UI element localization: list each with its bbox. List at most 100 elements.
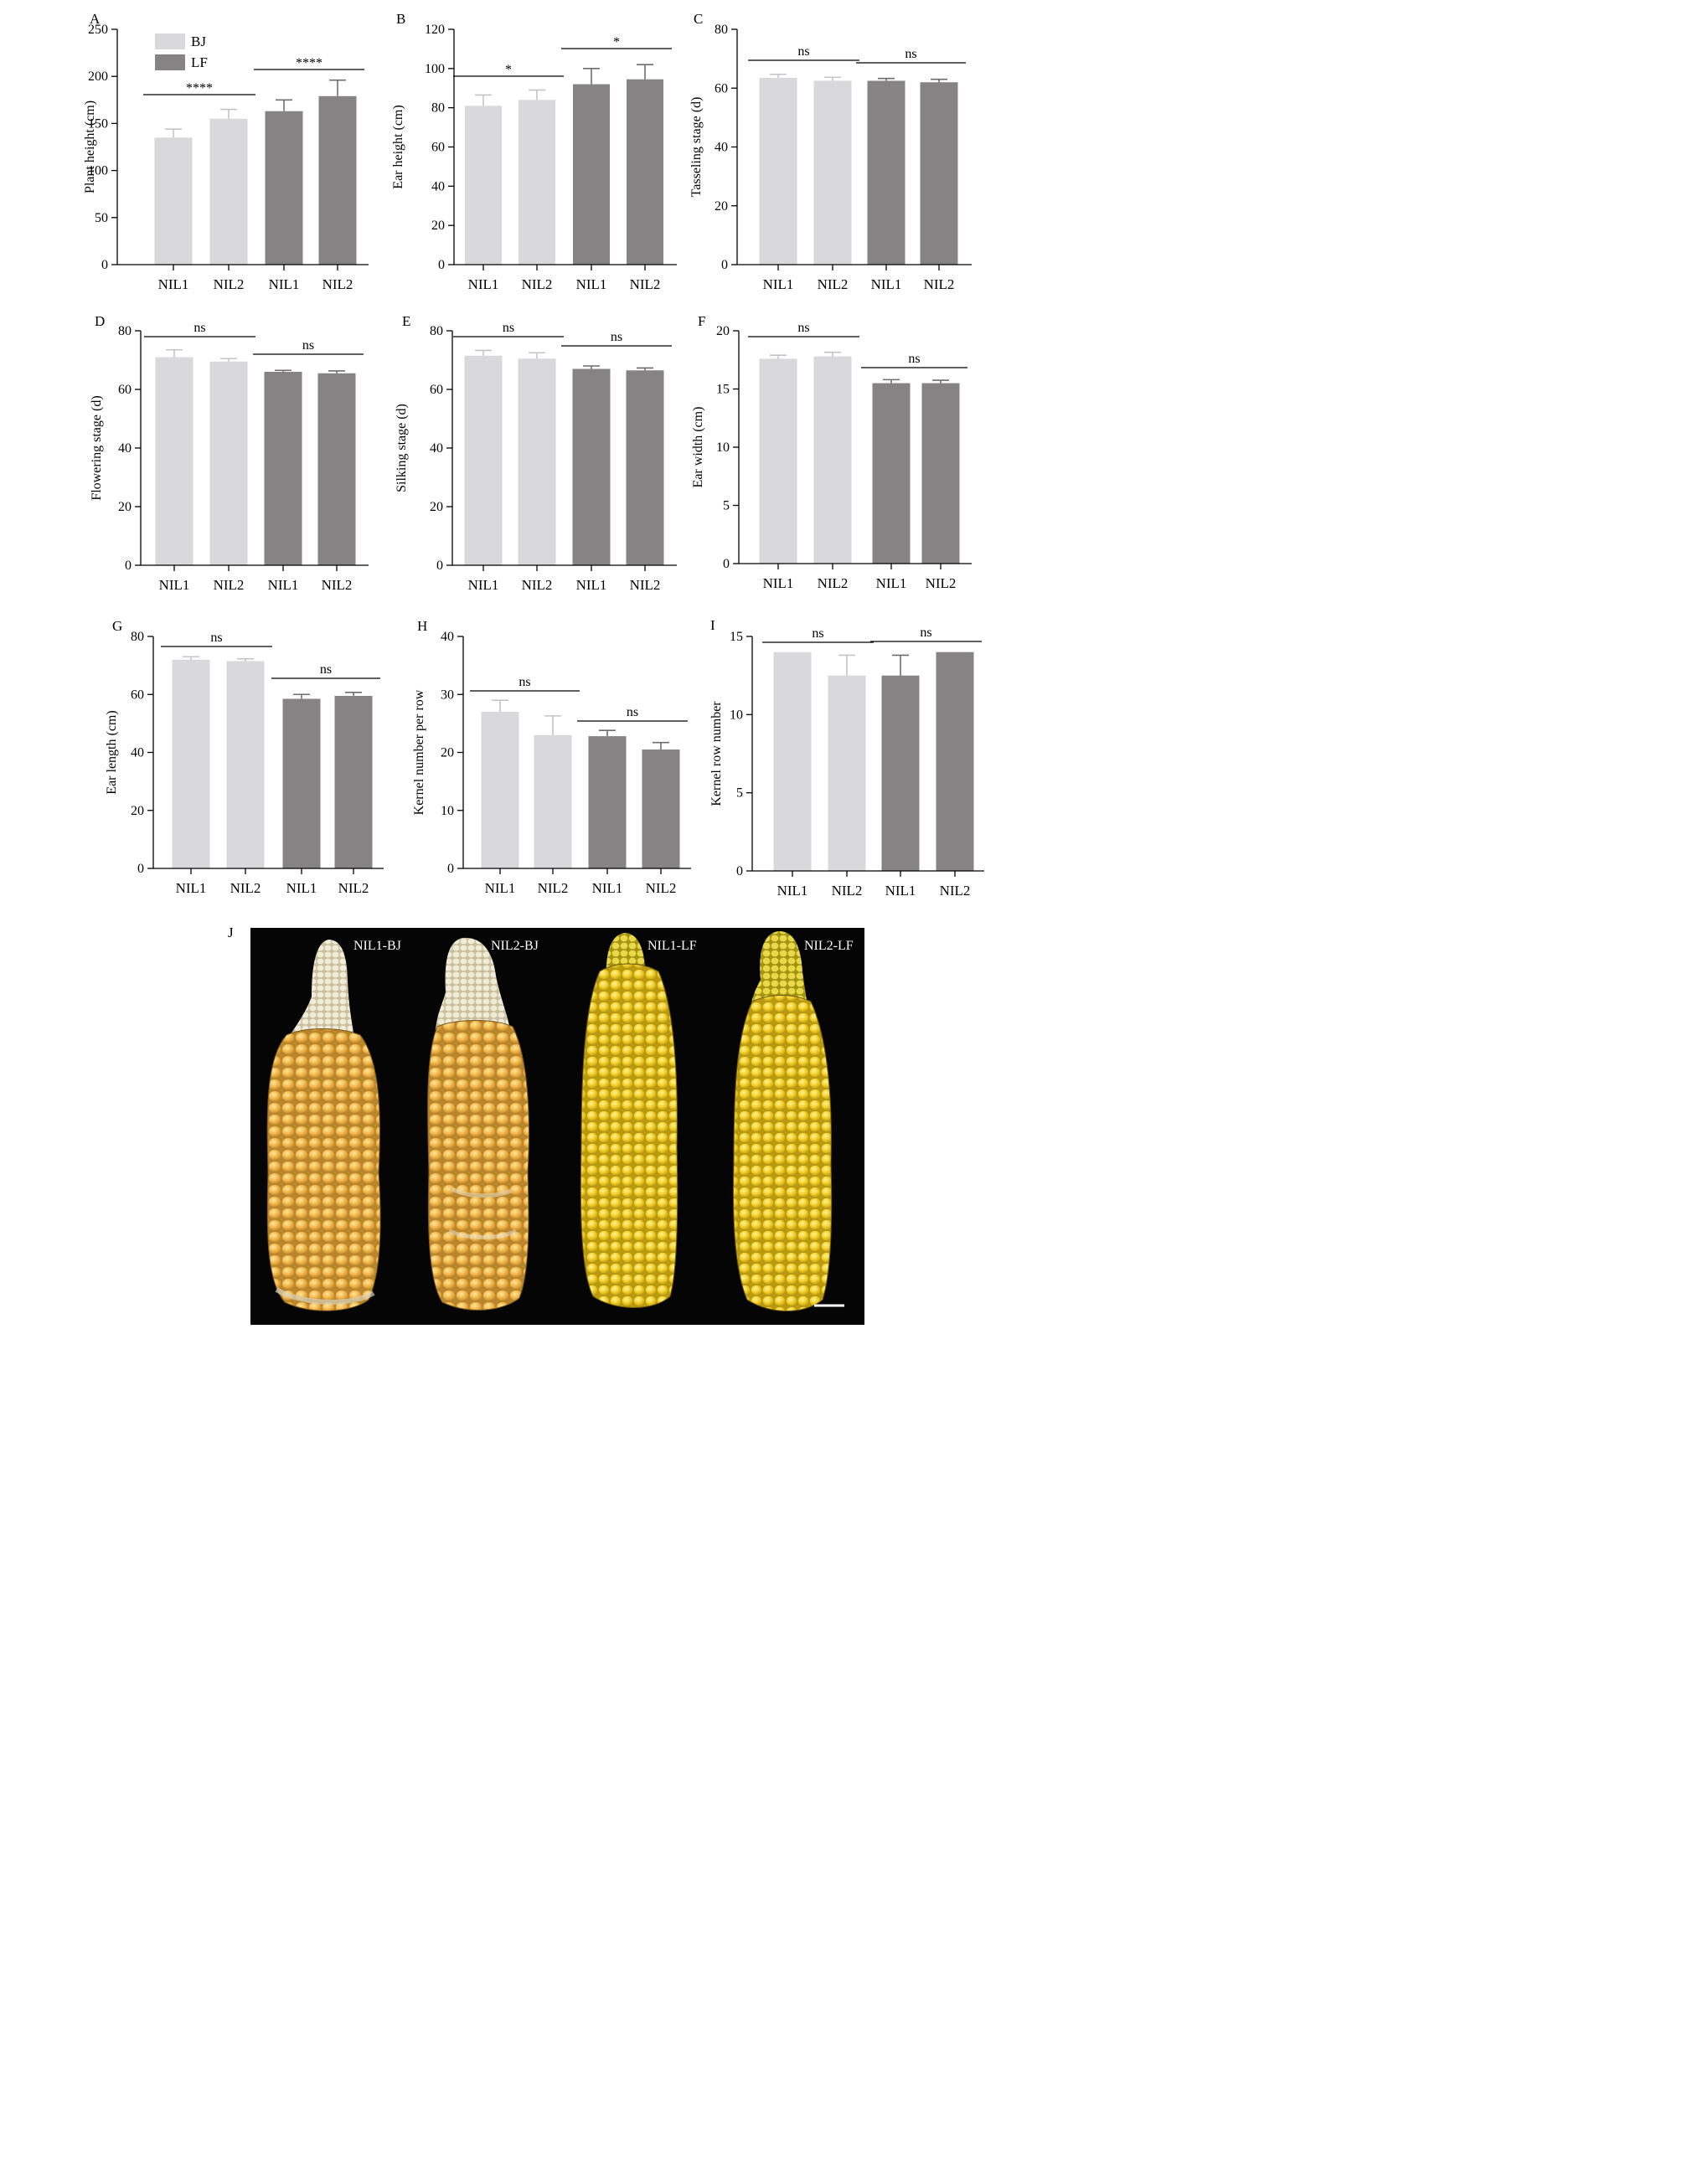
y-tick-label: 40 [118,441,132,456]
panel-letter-c: C [694,11,703,27]
photo-label-nil1-lf: NIL1-LF [648,939,697,953]
y-tick-label: 80 [431,101,445,116]
x-tick-label: NIL2 [538,880,569,896]
corn-ear-nil1-bj [266,940,381,1311]
significance-label: ns [302,338,314,353]
x-tick-label: NIL2 [338,880,369,896]
x-tick-label: NIL2 [630,577,661,593]
legend-label-bj: BJ [191,33,206,49]
bar-lf-nil2 [936,652,974,871]
y-tick-label: 0 [736,864,743,878]
legend-swatch-lf [155,54,185,70]
bar-lf-nil1 [867,80,905,265]
x-tick-label: NIL2 [214,276,245,292]
y-tick-label: 250 [88,23,108,37]
x-tick-label: NIL1 [763,276,794,292]
x-tick-label: NIL2 [926,575,957,591]
x-tick-label: NIL2 [322,276,353,292]
y-tick-label: 50 [95,211,108,225]
bar-lf-nil2 [626,370,664,565]
panel-h: H 0 10 20 30 40 NIL1 NIL2 NIL1 NIL2 Kernel number … [412,618,691,896]
x-tick-label: NIL2 [832,883,863,899]
x-tick-label: NIL2 [940,883,971,899]
significance-label: ns [503,321,514,335]
bar-bj-nil2 [518,358,556,565]
y-tick-label: 15 [716,383,730,397]
panel-letter-f: F [698,313,705,329]
panel-letter-b: B [396,11,405,27]
y-tick-label: 60 [131,688,144,702]
y-axis-label: Ear height (cm) [391,105,405,188]
bar-lf-nil2 [334,695,373,868]
y-tick-label: 5 [736,786,743,801]
x-tick-label: NIL1 [871,276,902,292]
x-tick-label: NIL1 [468,577,499,593]
significance-label: ns [627,705,638,719]
bar-bj-nil2 [226,661,265,868]
y-tick-label: 0 [125,559,132,573]
panel-f: F 0 5 10 15 20 NIL1 NIL2 NIL1 NIL2 Ear width (cm) n… [691,313,972,591]
x-tick-label: NIL1 [159,577,190,593]
y-tick-label: 0 [447,862,454,876]
bar-lf-nil2 [920,82,958,265]
x-tick-label: NIL2 [630,276,661,292]
y-tick-label: 80 [430,324,443,338]
y-tick-label: 20 [131,804,144,818]
bar-lf-nil2 [317,373,356,565]
x-tick-label: NIL2 [522,276,553,292]
panel-letter-J: J [228,925,234,940]
x-tick-label: NIL2 [818,575,849,591]
y-tick-label: 20 [716,324,730,338]
y-tick-label: 20 [715,199,728,214]
bar-bj-nil1 [154,137,193,265]
y-tick-label: 10 [716,440,730,455]
y-tick-label: 60 [118,383,132,397]
x-tick-label: NIL1 [158,276,189,292]
legend-label-lf: LF [191,54,208,70]
significance-label: ns [812,626,823,641]
panel-letter-i: I [710,617,715,633]
x-tick-label: NIL2 [230,880,261,896]
x-tick-label: NIL1 [485,880,516,896]
y-tick-label: 20 [118,500,132,514]
y-tick-label: 120 [425,23,445,37]
bar-lf-nil2 [642,749,680,868]
x-tick-label: NIL1 [763,575,794,591]
bar-lf-nil1 [264,372,302,565]
x-tick-label: NIL1 [592,880,623,896]
significance-label: **** [186,81,213,95]
panel-letter-g: G [112,618,122,634]
bar-bj-nil2 [813,356,852,564]
panel-letter-e: E [402,313,410,329]
y-tick-label: 20 [441,746,454,760]
bar-bj-nil2 [209,361,248,565]
x-tick-label: NIL2 [322,577,353,593]
corn-ear-nil2-lf [733,931,833,1311]
y-axis-label: Tasseling stage (d) [689,97,704,198]
bar-lf-nil1 [872,383,911,564]
y-tick-label: 10 [730,708,743,722]
x-tick-label: NIL1 [777,883,808,899]
y-axis-label: Ear width (cm) [691,407,705,488]
x-tick-label: NIL1 [269,276,300,292]
bar-bj-nil2 [209,118,248,265]
bar-lf-nil1 [881,675,920,871]
photo-label-nil2-bj: NIL2-BJ [491,939,539,953]
panel-d: D 0 20 40 60 80 NIL1 NIL2 NIL1 NIL2 Flowering stag… [90,313,369,593]
legend-swatch-bj [155,33,185,49]
y-tick-label: 0 [723,557,730,571]
y-tick-label: 40 [715,141,728,155]
y-tick-label: 30 [441,688,454,702]
panel-b: B 0 20 40 60 80 100 120 NIL1 NIL2 NIL1 NIL2 Ear heig… [391,11,677,292]
significance-label: ns [797,44,809,59]
x-tick-label: NIL1 [885,883,916,899]
significance-label: ns [905,47,916,61]
corn-ear-nil1-lf [580,933,678,1308]
y-tick-label: 100 [88,164,108,178]
y-tick-label: 80 [131,630,144,644]
photo-label-nil1-bj: NIL1-BJ [353,939,401,953]
y-axis-label: Plant height (cm) [83,100,97,193]
y-axis-label: Kernel row number [709,701,724,806]
x-tick-label: NIL1 [286,880,317,896]
y-tick-label: 0 [438,258,445,272]
